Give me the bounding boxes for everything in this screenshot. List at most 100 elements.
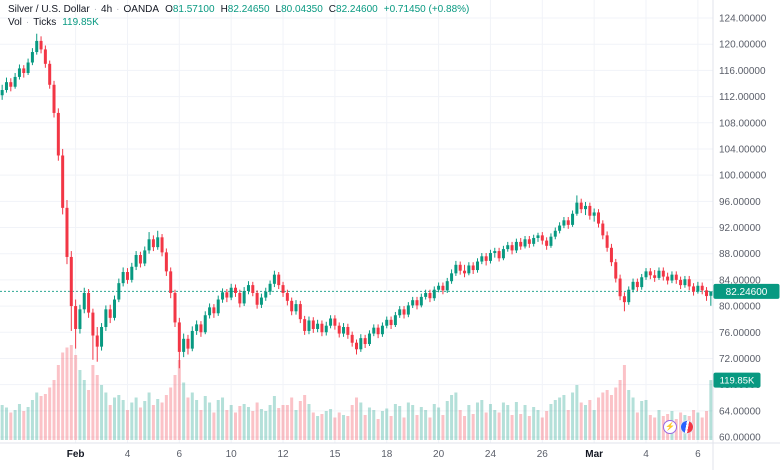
volume-bar: [432, 404, 436, 440]
volume-bar: [234, 412, 238, 440]
volume-bar: [164, 395, 168, 440]
candle-body: [87, 292, 91, 313]
candle-body: [467, 265, 471, 274]
volume-bar: [268, 405, 272, 440]
price-tick-label: 112.00000: [719, 92, 766, 103]
candle-body: [125, 272, 129, 280]
volume-bar: [69, 345, 73, 440]
candle-body: [173, 292, 177, 323]
volume-bar: [316, 416, 320, 440]
candle-body: [156, 237, 160, 248]
volume-bar: [532, 407, 536, 440]
volume-bar: [242, 404, 246, 440]
candle-body: [134, 255, 138, 267]
candle-body: [493, 251, 497, 254]
symbol-legend[interactable]: Silver / U.S. Dollar · 4h · OANDA O81.57…: [8, 3, 469, 29]
volume-badge-text: 119.85K: [720, 376, 755, 387]
volume-bar: [160, 402, 164, 440]
candle-body: [428, 292, 432, 299]
candle-body: [74, 306, 78, 329]
candle-body: [333, 318, 337, 326]
candle-body: [661, 270, 665, 277]
candle-body: [393, 315, 397, 326]
candle-body: [523, 239, 527, 247]
volume-bar: [324, 411, 328, 440]
volume-bar: [350, 405, 354, 440]
volume-bar: [298, 401, 302, 440]
volume-bar: [696, 412, 700, 440]
volume-bar: [177, 360, 181, 440]
volume-bar: [653, 417, 657, 440]
volume-bar: [514, 402, 518, 440]
volume-bar: [272, 396, 276, 440]
candle-body: [514, 241, 518, 251]
price-tick-label: 116.00000: [719, 66, 766, 77]
candle-body: [246, 285, 250, 291]
candle-body: [169, 271, 173, 293]
candle-body: [437, 285, 441, 290]
volume-bar: [138, 407, 142, 440]
volume-bar: [406, 402, 410, 440]
candle-body: [618, 278, 622, 297]
volume-bar: [255, 402, 259, 440]
volume-bar: [52, 380, 56, 440]
volume-bar: [618, 380, 622, 440]
candle-body: [372, 327, 376, 334]
volume-bar: [363, 415, 367, 440]
candle-body: [65, 207, 69, 257]
candle-body: [190, 330, 194, 349]
candle-body: [130, 266, 134, 280]
volume-bar: [4, 407, 8, 440]
volume-bar: [614, 387, 618, 440]
price-tick-label: 60.00000: [719, 433, 761, 444]
volume-bar: [74, 355, 78, 440]
volume-bar: [186, 397, 190, 440]
candle-body: [484, 256, 488, 261]
candle-body: [43, 49, 47, 64]
volume-bar: [635, 412, 639, 440]
candle-body: [48, 63, 52, 85]
candle-body: [709, 291, 713, 296]
candle-body: [575, 202, 579, 214]
volume-bar: [221, 397, 225, 440]
volume-bar: [169, 387, 173, 440]
candle-body: [151, 239, 155, 248]
volume-bar: [216, 400, 220, 440]
volume-bar: [415, 415, 419, 440]
candle-body: [272, 274, 276, 284]
candle-body: [324, 325, 328, 333]
symbol-name[interactable]: Silver / U.S. Dollar: [8, 4, 90, 15]
volume-bar: [121, 400, 125, 440]
volume-bar: [609, 395, 613, 440]
candle-body: [627, 289, 631, 303]
high-value: H82.24650: [220, 4, 270, 15]
time-axis-labels[interactable]: Feb 4 6 10 12 15 18 20 24 26 Mar 4 6: [67, 449, 701, 460]
volume-bar: [130, 402, 134, 440]
boost-lightning-icon[interactable]: ⚡: [663, 420, 677, 434]
volume-value: 119.85K: [62, 17, 99, 28]
candle-body: [69, 256, 73, 307]
red-blue-badge-icon[interactable]: [680, 420, 694, 434]
volume-bar: [510, 415, 514, 440]
candle-body: [705, 290, 709, 297]
volume-indicator-label[interactable]: Vol: [8, 17, 22, 28]
candle-body: [225, 292, 229, 298]
exchange-label: OANDA: [123, 4, 160, 15]
candle-body: [657, 270, 661, 278]
candle-body: [367, 333, 371, 345]
interval-label[interactable]: 4h: [101, 4, 113, 15]
legend-volume-row: Vol · Ticks 119.85K: [8, 16, 469, 29]
time-tick-label: 15: [329, 449, 341, 460]
last-price-badge-text: 82.24600: [726, 287, 768, 298]
candle-body: [264, 291, 268, 298]
candle-body: [329, 318, 333, 326]
candle-body: [488, 253, 492, 261]
volume-bar: [605, 390, 609, 440]
volume-bar: [342, 415, 346, 440]
candle-body: [549, 236, 553, 246]
legend-separator: ·: [116, 4, 120, 15]
candle-body: [415, 300, 419, 306]
price-tick-label: 88.00000: [719, 249, 761, 260]
candle-body: [605, 235, 609, 248]
